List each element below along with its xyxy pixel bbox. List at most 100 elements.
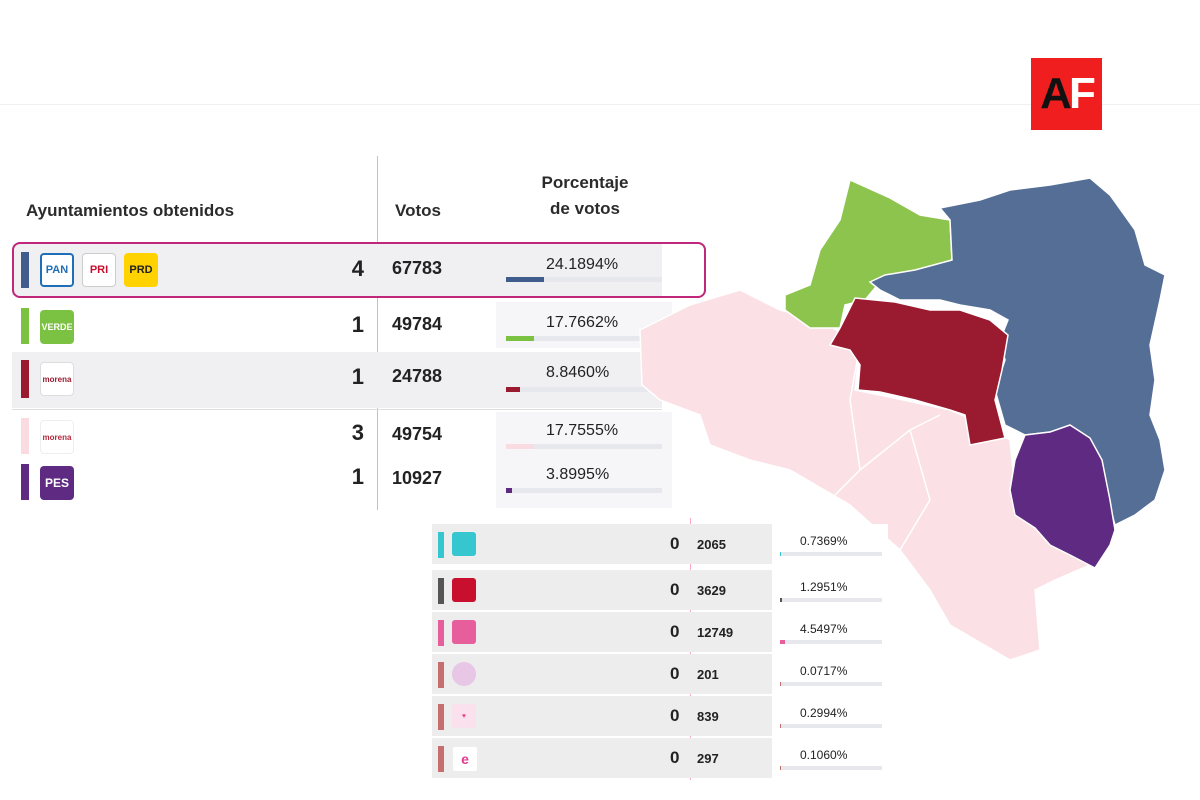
morena-logo-icon: morena — [40, 420, 74, 454]
party-color-mark — [438, 662, 444, 688]
percent-bar-track — [780, 766, 882, 770]
percent-bar-fill — [780, 766, 781, 770]
party-seal-icon — [452, 662, 476, 686]
party-color-mark — [21, 252, 29, 288]
percent-bar-track — [780, 552, 882, 556]
e-logo-label: e — [461, 751, 469, 767]
prd-logo-icon: PRD — [124, 253, 158, 287]
party-row-pan-pri-prd[interactable]: PAN PRI PRD 4 67783 24.1894% — [12, 244, 662, 296]
votes-value: 839 — [697, 709, 719, 724]
party-color-mark — [21, 308, 29, 344]
percent-bar-track — [780, 640, 882, 644]
votes-value: 24788 — [392, 366, 443, 386]
party-color-mark — [21, 360, 29, 398]
percent-value: 3.8995% — [546, 466, 610, 483]
map-region-morena-coalicion[interactable] — [828, 297, 1009, 446]
percent-cell: 8.8460% — [496, 352, 672, 408]
percent-bar-track — [506, 387, 662, 392]
af-logo-f: F — [1068, 69, 1096, 118]
party-color-mark — [438, 746, 444, 772]
municipalities-map — [639, 177, 1166, 661]
pes-logo-icon: PES — [40, 466, 74, 500]
percent-value: 8.8460% — [546, 364, 610, 381]
votes-value: 2065 — [697, 537, 726, 552]
fuerza-por-mexico-logo-icon — [452, 620, 476, 644]
percent-bar-fill — [780, 598, 782, 602]
header-ayuntamientos: Ayuntamientos obtenidos — [26, 201, 235, 220]
votes-value: 10927 — [392, 468, 443, 488]
percent-bar-fill — [506, 387, 520, 392]
percent-bar-track — [506, 488, 662, 493]
percent-cell: 0.0717% — [772, 654, 888, 694]
seats-value: 1 — [351, 364, 364, 389]
highlight-outline — [12, 242, 706, 298]
party-row-morena[interactable]: morena 3 49754 17.7555% — [12, 412, 672, 458]
percent-value: 24.1894% — [546, 256, 619, 273]
percent-value: 0.2994% — [800, 706, 848, 720]
map-region-border — [819, 344, 941, 551]
percent-value: 17.7555% — [546, 422, 619, 439]
seats-value: 0 — [670, 748, 680, 767]
percent-cell: 0.7369% — [772, 524, 888, 564]
header-votos: Votos — [395, 201, 441, 220]
e-logo-icon: e — [452, 746, 478, 772]
minor-party-row[interactable]: 0 3629 1.2951% — [432, 570, 888, 610]
nueva-alianza-logo-icon — [452, 532, 476, 556]
minor-party-row[interactable]: 0 12749 4.5497% — [432, 612, 888, 652]
percent-cell: 24.1894% — [496, 244, 672, 296]
votes-value: 49754 — [392, 424, 443, 444]
percent-bar-fill — [506, 488, 513, 493]
seats-value: 4 — [351, 256, 364, 281]
percent-bar-track — [506, 336, 662, 341]
minor-party-row[interactable]: 0 201 0.0717% — [432, 654, 888, 694]
map-region-verde[interactable] — [784, 178, 953, 329]
morena-logo-label: morena — [42, 432, 72, 442]
party-row-pes[interactable]: PES 1 10927 3.8995% — [12, 458, 672, 508]
votes-value: 297 — [697, 751, 719, 766]
votes-value: 12749 — [697, 625, 734, 640]
seats-value: 0 — [670, 622, 680, 641]
header-porcentaje: Porcentaje de votos — [520, 170, 650, 222]
party-color-mark — [438, 578, 444, 604]
morena-coalicion-logo-label: morena — [42, 374, 72, 384]
percent-bar-fill — [780, 640, 785, 644]
af-logo-a: A — [1040, 69, 1072, 118]
votes-value: 3629 — [697, 583, 726, 598]
seats-value: 0 — [670, 664, 680, 683]
party-row-verde[interactable]: VERDE 1 49784 17.7662% — [12, 302, 672, 348]
percent-bar-fill — [506, 336, 534, 341]
pes-logo-label: PES — [44, 476, 69, 490]
party-row-morena-coalicion[interactable]: morena 1 24788 8.8460% — [12, 352, 662, 408]
percent-cell: 17.7555% — [496, 412, 672, 458]
minor-party-row[interactable]: 0 2065 0.7369% — [432, 524, 888, 564]
rsp-logo-icon — [452, 578, 476, 602]
verde-logo-label: VERDE — [41, 322, 73, 332]
percent-value: 0.0717% — [800, 664, 848, 678]
percent-cell: 0.2994% — [772, 696, 888, 736]
percent-bar-track — [780, 598, 882, 602]
votes-value: 201 — [697, 667, 719, 682]
percent-bar-fill — [506, 277, 544, 282]
section-separator — [12, 409, 662, 410]
party-color-mark — [438, 532, 444, 558]
percent-cell: 4.5497% — [772, 612, 888, 652]
percent-value: 4.5497% — [800, 622, 848, 636]
party-color-mark — [21, 418, 29, 454]
pri-logo-icon: PRI — [82, 253, 116, 287]
party-color-mark — [21, 464, 29, 500]
minor-party-row[interactable]: e 0 297 0.1060% — [432, 738, 888, 778]
percent-bar-track — [780, 682, 882, 686]
percent-bar-track — [780, 724, 882, 728]
seats-value: 1 — [351, 464, 364, 489]
prd-logo-label: PRD — [129, 264, 153, 276]
percent-value: 0.1060% — [800, 748, 848, 762]
percent-bar-fill — [780, 682, 781, 686]
minor-party-row[interactable]: ♥ 0 839 0.2994% — [432, 696, 888, 736]
heart-logo-icon: ♥ — [452, 704, 476, 728]
map-region-pes[interactable] — [1009, 424, 1116, 569]
percent-bar-track — [506, 277, 662, 282]
pri-logo-label: PRI — [89, 264, 109, 276]
seats-value: 0 — [670, 580, 680, 599]
percent-bar-track — [506, 444, 662, 449]
